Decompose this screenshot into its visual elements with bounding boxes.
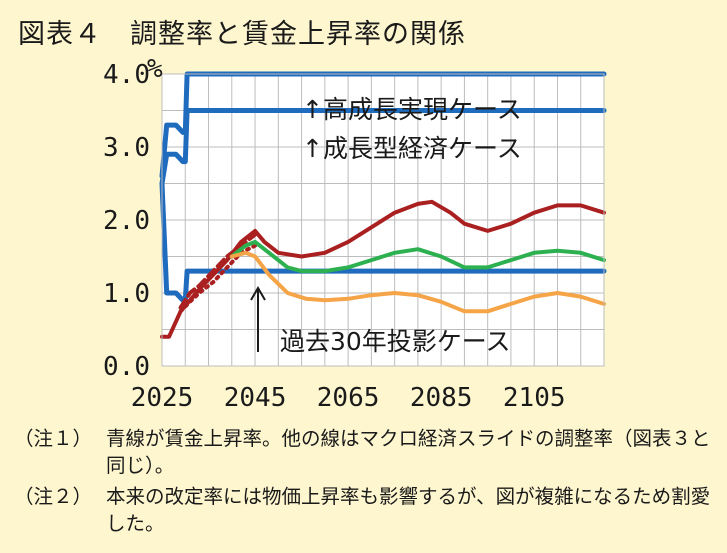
- notes: （注１） 青線が賃金上昇率。他の線はマクロ経済スライドの調整率（図表３と同じ）。…: [14, 425, 714, 541]
- y-tick-label: 0.0: [103, 352, 150, 382]
- annotation-high-growth: ↑高成長実現ケース: [302, 95, 522, 124]
- x-tick-label: 2025: [131, 383, 194, 413]
- x-tick-label: 2045: [224, 383, 287, 413]
- annotation-arrow-head: [250, 286, 266, 301]
- line-chart: 0.0 1.0 2.0 3.0 4.0% 2025 2045 2065 2085 2105 ↑高成…: [103, 54, 607, 413]
- figure-title: 図表４ 調整率と賃金上昇率の関係: [18, 19, 466, 50]
- annotation-past-30-years: 過去30年投影ケース: [280, 327, 511, 356]
- y-unit-label: %: [147, 54, 163, 84]
- note-1: （注１） 青線が賃金上昇率。他の線はマクロ経済スライドの調整率（図表３と同じ）。: [14, 425, 714, 479]
- y-tick-label: 1.0: [103, 279, 150, 309]
- series-line-red-solid-3: [160, 199, 606, 339]
- y-tick-label: 4.0: [103, 60, 150, 90]
- series-line-red-dashed-4: [178, 232, 258, 310]
- note-2-label: （注２）: [14, 485, 93, 508]
- plot-frame: [161, 73, 605, 367]
- annotation-growth-economy: ↑成長型経済ケース: [302, 134, 522, 163]
- series-line-orange-solid-7: [229, 250, 606, 314]
- y-tick-label: 3.0: [103, 133, 150, 163]
- x-tick-label: 2065: [317, 383, 380, 413]
- tick-labels: 0.0 1.0 2.0 3.0 4.0% 2025 2045 2065 2085 2105: [103, 54, 565, 413]
- note-2-text: 本来の改定率には物価上昇率も影響するが、図が複雑になるため割愛した。: [106, 485, 711, 535]
- x-tick-label: 2085: [410, 383, 473, 413]
- y-tick-label: 2.0: [103, 206, 150, 236]
- series-line-blue-solid-1: [159, 108, 607, 186]
- series-layer: [159, 71, 607, 339]
- note-1-text: 青線が賃金上昇率。他の線はマクロ経済スライドの調整率（図表３と同じ）。: [106, 427, 711, 477]
- series-line-green-solid-6: [229, 239, 606, 274]
- note-1-label: （注１）: [14, 427, 93, 450]
- note-2: （注２） 本来の改定率には物価上昇率も影響するが、図が複雑になるため割愛した。: [14, 483, 714, 537]
- x-tick-label: 2105: [503, 383, 566, 413]
